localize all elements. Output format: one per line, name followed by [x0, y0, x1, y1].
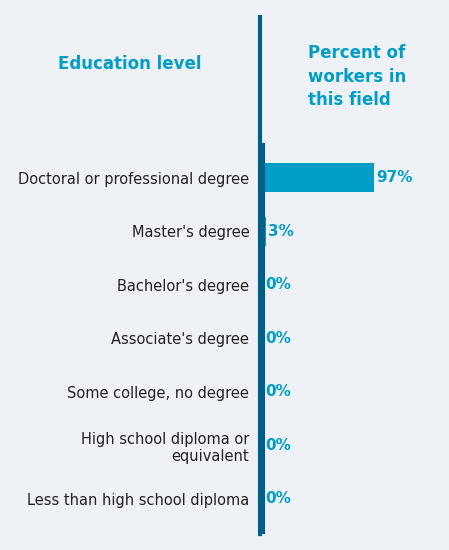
Text: 0%: 0%: [265, 491, 291, 506]
Bar: [263, 163, 374, 192]
Text: 0%: 0%: [265, 277, 291, 292]
Text: 97%: 97%: [377, 170, 413, 185]
Text: 0%: 0%: [265, 331, 291, 346]
Bar: [263, 217, 266, 246]
Text: Percent of
workers in
this field: Percent of workers in this field: [308, 44, 406, 109]
Text: 3%: 3%: [269, 224, 295, 239]
Text: Education level: Education level: [58, 55, 202, 73]
Text: 0%: 0%: [265, 438, 291, 453]
Text: 0%: 0%: [265, 384, 291, 399]
